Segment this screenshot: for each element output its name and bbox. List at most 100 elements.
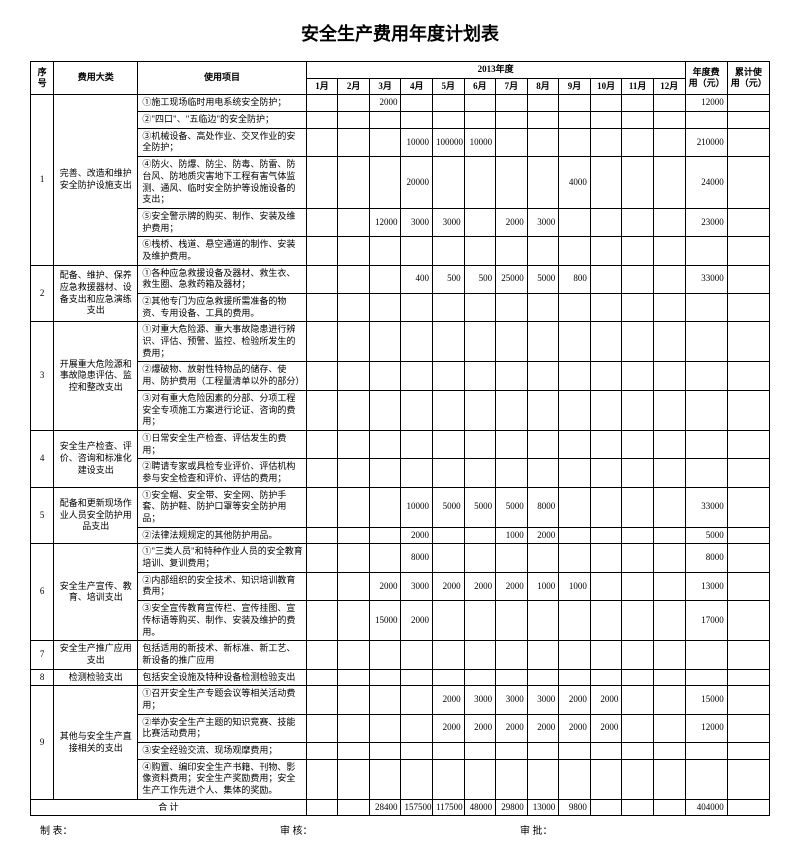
- table-row: 2配备、维护、保养应急救援器材、设备支出和应急演练支出①各种应急救援设备及器材、…: [31, 265, 770, 293]
- cell-month: [622, 362, 654, 390]
- cell-cumulative: [727, 265, 769, 293]
- cell-month: [496, 430, 528, 458]
- cell-month: [527, 601, 559, 641]
- cell-month: 2000: [433, 572, 465, 600]
- cell-month: [464, 95, 496, 112]
- page-title: 安全生产费用年度计划表: [30, 20, 770, 46]
- cell-month: [306, 759, 338, 799]
- cell-month: [653, 362, 685, 390]
- cell-item: ①召开安全生产专题会议等相关活动费用；: [138, 686, 306, 714]
- cell-month: 2000: [590, 714, 622, 742]
- cell-month: [338, 265, 370, 293]
- cell-month: [306, 112, 338, 129]
- total-month: [590, 799, 622, 816]
- col-month: 3月: [369, 78, 401, 95]
- cell-month: [464, 743, 496, 760]
- cell-month: [306, 390, 338, 430]
- table-row: ③安全宣传教育宣传栏、宣传挂图、宣传标语等购买、制作、安装及维护的费用。1500…: [31, 601, 770, 641]
- cell-month: [464, 362, 496, 390]
- cell-seq: 4: [31, 430, 54, 487]
- cell-item: ⑤安全警示牌的购买、制作、安装及维护费用；: [138, 208, 306, 236]
- cell-seq: 2: [31, 265, 54, 322]
- cell-item: ②聘请专家或具检专业评价、评估机构参与安全检查和评价、评估的费用；: [138, 459, 306, 487]
- cell-month: [527, 641, 559, 669]
- cell-month: [369, 743, 401, 760]
- cell-month: 3000: [496, 686, 528, 714]
- cell-month: [338, 430, 370, 458]
- cell-month: [464, 208, 496, 236]
- cell-annual: 33000: [685, 487, 727, 527]
- cell-month: [496, 459, 528, 487]
- cell-month: [464, 237, 496, 265]
- cell-category: 配备、维护、保养应急救援器材、设备支出和应急演练支出: [54, 265, 138, 322]
- cell-month: [433, 601, 465, 641]
- cell-month: 8000: [527, 487, 559, 527]
- cell-annual: [685, 322, 727, 362]
- table-row: ⑥栈桥、栈道、悬空通道的制作、安装及维护费用。: [31, 237, 770, 265]
- total-month: 157500: [401, 799, 433, 816]
- col-item: 使用项目: [138, 62, 306, 95]
- cell-month: [527, 669, 559, 686]
- cell-month: [369, 157, 401, 209]
- cell-month: [527, 430, 559, 458]
- cell-item: ②举办安全生产主题的知识竞赛、技能比赛活动费用；: [138, 714, 306, 742]
- cell-month: [306, 572, 338, 600]
- cell-month: [464, 459, 496, 487]
- cell-month: [622, 265, 654, 293]
- cell-month: [401, 112, 433, 129]
- cell-cumulative: [727, 362, 769, 390]
- cell-month: [433, 641, 465, 669]
- col-month: 7月: [496, 78, 528, 95]
- cell-month: [338, 601, 370, 641]
- cell-month: [338, 362, 370, 390]
- cell-month: [338, 157, 370, 209]
- cell-month: [622, 430, 654, 458]
- cell-seq: 3: [31, 322, 54, 431]
- cell-month: [653, 686, 685, 714]
- cell-month: 5000: [433, 487, 465, 527]
- cell-month: 3000: [464, 686, 496, 714]
- cell-month: [306, 265, 338, 293]
- cell-month: 5000: [464, 487, 496, 527]
- cell-month: [464, 544, 496, 572]
- table-row: 5配备和更新现场作业人员安全防护用品支出①安全帽、安全带、安全网、防护手套、防护…: [31, 487, 770, 527]
- cell-month: [590, 459, 622, 487]
- col-month: 8月: [527, 78, 559, 95]
- cell-month: [401, 237, 433, 265]
- cell-cumulative: [727, 527, 769, 544]
- table-row: 8检测检验支出包括安全设施及特种设备检测检验支出: [31, 669, 770, 686]
- cell-month: [590, 322, 622, 362]
- cell-month: [653, 430, 685, 458]
- cell-month: [559, 208, 591, 236]
- cell-month: [306, 459, 338, 487]
- cell-cumulative: [727, 237, 769, 265]
- cell-month: [590, 208, 622, 236]
- cell-month: [401, 322, 433, 362]
- cell-annual: [685, 362, 727, 390]
- table-row: ②举办安全生产主题的知识竞赛、技能比赛活动费用；2000200020002000…: [31, 714, 770, 742]
- cell-cumulative: [727, 157, 769, 209]
- cell-month: [338, 714, 370, 742]
- cell-month: [653, 714, 685, 742]
- cell-month: [338, 128, 370, 156]
- cell-month: 800: [559, 265, 591, 293]
- cell-month: [464, 294, 496, 322]
- cell-month: [338, 208, 370, 236]
- cell-month: [559, 95, 591, 112]
- cell-month: 3000: [401, 208, 433, 236]
- cell-month: [338, 459, 370, 487]
- cell-month: [496, 390, 528, 430]
- cell-month: [306, 527, 338, 544]
- cell-month: [369, 322, 401, 362]
- cell-annual: [685, 390, 727, 430]
- cell-seq: 1: [31, 95, 54, 265]
- cell-month: [622, 95, 654, 112]
- cell-item: ②其他专门为应急救援所需准备的物资、专用设备、工具的费用。: [138, 294, 306, 322]
- cell-month: [433, 157, 465, 209]
- cell-month: [464, 641, 496, 669]
- cell-month: [653, 487, 685, 527]
- cell-month: [590, 128, 622, 156]
- cell-annual: 15000: [685, 686, 727, 714]
- cell-month: 2000: [527, 714, 559, 742]
- cell-month: [653, 208, 685, 236]
